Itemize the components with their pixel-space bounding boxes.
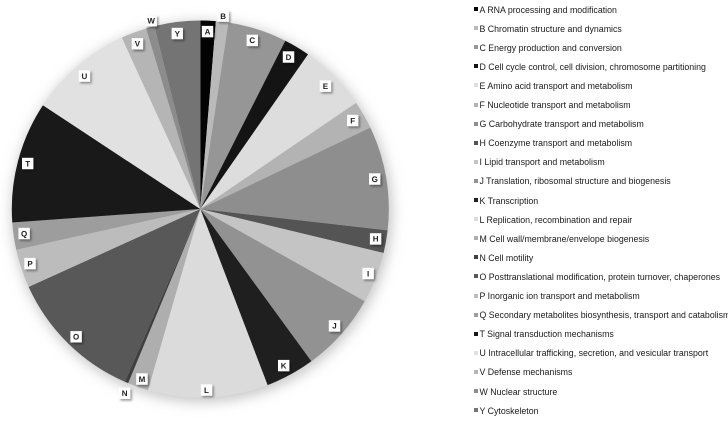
- svg-text:D: D: [286, 53, 292, 62]
- svg-text:O: O: [73, 333, 79, 342]
- svg-text:B: B: [220, 12, 226, 21]
- svg-text:T: T: [25, 159, 30, 168]
- svg-text:U: U: [82, 72, 88, 81]
- svg-text:I: I: [367, 269, 369, 278]
- svg-text:M: M: [139, 375, 146, 384]
- svg-text:Q: Q: [21, 229, 27, 238]
- svg-text:C: C: [249, 36, 255, 45]
- svg-text:E: E: [323, 82, 329, 91]
- svg-text:V: V: [135, 40, 141, 49]
- svg-text:W: W: [147, 17, 155, 26]
- svg-text:A: A: [205, 27, 211, 36]
- svg-text:G: G: [372, 175, 378, 184]
- svg-text:N: N: [122, 389, 128, 398]
- svg-text:K: K: [281, 361, 287, 370]
- svg-text:J: J: [332, 322, 336, 331]
- svg-text:P: P: [27, 259, 33, 268]
- svg-text:L: L: [204, 386, 209, 395]
- svg-text:H: H: [373, 235, 379, 244]
- svg-text:Y: Y: [175, 29, 181, 38]
- svg-text:F: F: [350, 116, 355, 125]
